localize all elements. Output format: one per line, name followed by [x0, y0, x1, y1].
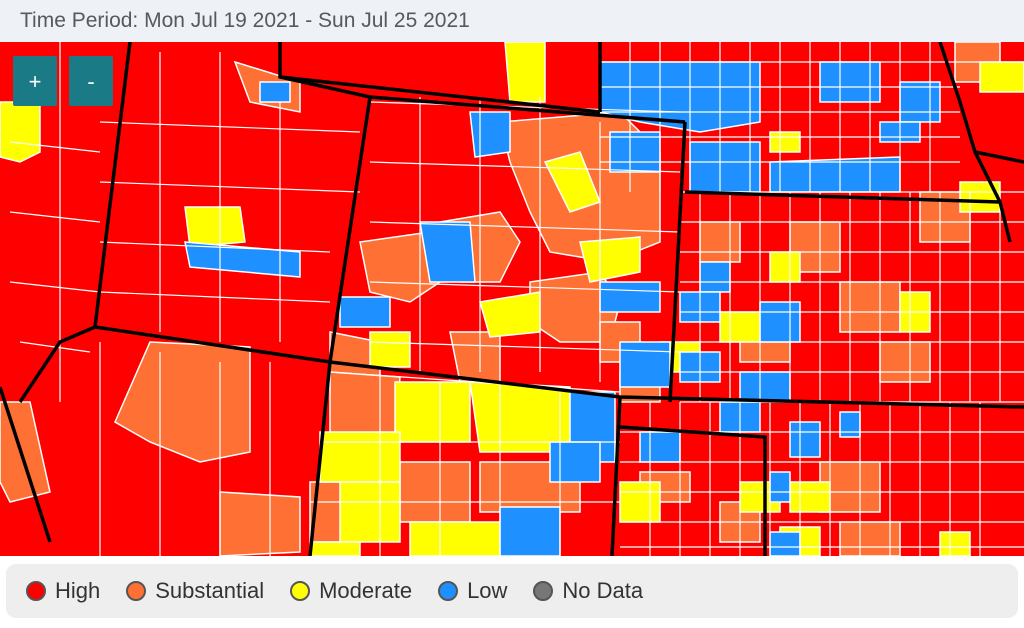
- legend-label-moderate: Moderate: [319, 578, 413, 603]
- map-canvas[interactable]: [0, 42, 1024, 556]
- state-borders: [0, 42, 1024, 556]
- moderate-swatch-icon: [290, 581, 311, 601]
- legend-label-substantial: Substantial: [155, 578, 265, 603]
- legend-label-no-data: No Data: [562, 578, 644, 603]
- legend-label-low: Low: [467, 578, 508, 603]
- zoom-in-button[interactable]: +: [13, 56, 57, 106]
- legend-item-low[interactable]: Low: [438, 578, 507, 604]
- substantial-swatch-icon: [126, 581, 147, 601]
- legend-item-no-data[interactable]: No Data: [533, 578, 643, 604]
- legend-item-high[interactable]: High: [26, 578, 100, 604]
- legend-label-high: High: [55, 578, 101, 603]
- time-period-label: Time Period: Mon Jul 19 2021 - Sun Jul 2…: [20, 9, 470, 32]
- no-data-swatch-icon: [533, 581, 554, 601]
- zoom-out-button[interactable]: -: [69, 56, 113, 106]
- county-map[interactable]: [0, 42, 1024, 556]
- high-swatch-icon: [26, 581, 46, 601]
- legend-item-substantial[interactable]: Substantial: [126, 578, 264, 604]
- county-borders: [9, 42, 1024, 556]
- time-period-header: Time Period: Mon Jul 19 2021 - Sun Jul 2…: [0, 0, 1024, 42]
- legend-item-moderate[interactable]: Moderate: [290, 578, 412, 604]
- legend: High Substantial Moderate Low No Data: [6, 564, 1018, 618]
- low-swatch-icon: [438, 581, 459, 601]
- legend-container: High Substantial Moderate Low No Data: [0, 556, 1024, 628]
